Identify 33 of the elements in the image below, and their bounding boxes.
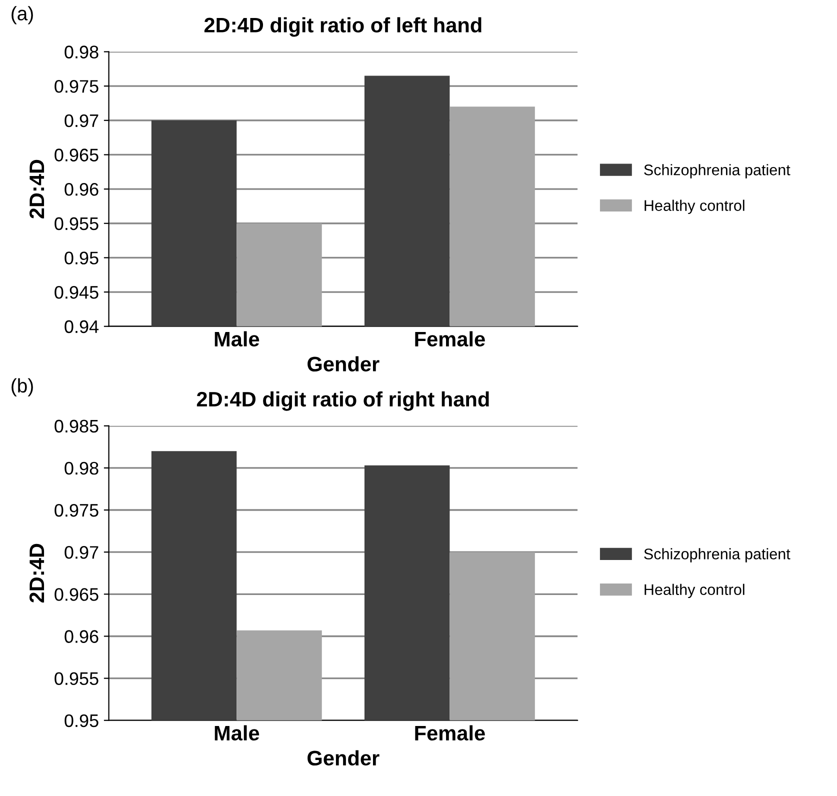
y-tick-label: 0.97 bbox=[64, 114, 98, 128]
y-tick-label: 0.955 bbox=[54, 672, 98, 686]
y-tick-label: 0.955 bbox=[54, 217, 98, 230]
y-tick-label: 0.965 bbox=[54, 148, 98, 162]
x-tick-label: Male bbox=[214, 331, 260, 347]
y-tick-label: 0.965 bbox=[54, 588, 98, 601]
x-tick-label: Female bbox=[415, 725, 485, 741]
chart-title: 2D:4D digit ratio of right hand bbox=[196, 391, 489, 411]
y-tick-label: 0.98 bbox=[64, 462, 98, 475]
y-tick-label: 0.975 bbox=[54, 80, 98, 93]
legend-label: Healthy control bbox=[644, 200, 744, 214]
y-tick-label: 0.975 bbox=[54, 504, 98, 517]
y-tick-label: 0.98 bbox=[64, 46, 98, 58]
x-tick-label: Male bbox=[214, 725, 260, 741]
y-axis-title: 2D:4D bbox=[29, 544, 44, 602]
text: (a) bbox=[12, 6, 33, 24]
y-tick-label: 0.95 bbox=[64, 252, 98, 264]
y-tick-label: 0.94 bbox=[64, 320, 99, 334]
x-axis-title: Gender bbox=[308, 750, 380, 766]
y-tick-label: 0.95 bbox=[64, 714, 98, 728]
legend-label: Healthy control bbox=[644, 584, 744, 598]
text: (b) bbox=[12, 378, 33, 396]
y-tick-label: 0.97 bbox=[64, 546, 98, 559]
y-tick-label: 0.96 bbox=[64, 630, 98, 643]
x-tick-label: Female bbox=[415, 331, 485, 347]
legend-label: Schizophrenia patient bbox=[644, 548, 790, 562]
legend-label: Schizophrenia patient bbox=[644, 164, 790, 178]
y-tick-label: 0.985 bbox=[54, 420, 98, 433]
chart-title: 2D:4D digit ratio of left hand bbox=[204, 17, 482, 37]
y-tick-label: 0.96 bbox=[64, 182, 98, 196]
y-tick-label: 0.945 bbox=[54, 286, 98, 299]
x-axis-title: Gender bbox=[308, 356, 380, 372]
y-axis-title: 2D:4D bbox=[29, 160, 44, 218]
